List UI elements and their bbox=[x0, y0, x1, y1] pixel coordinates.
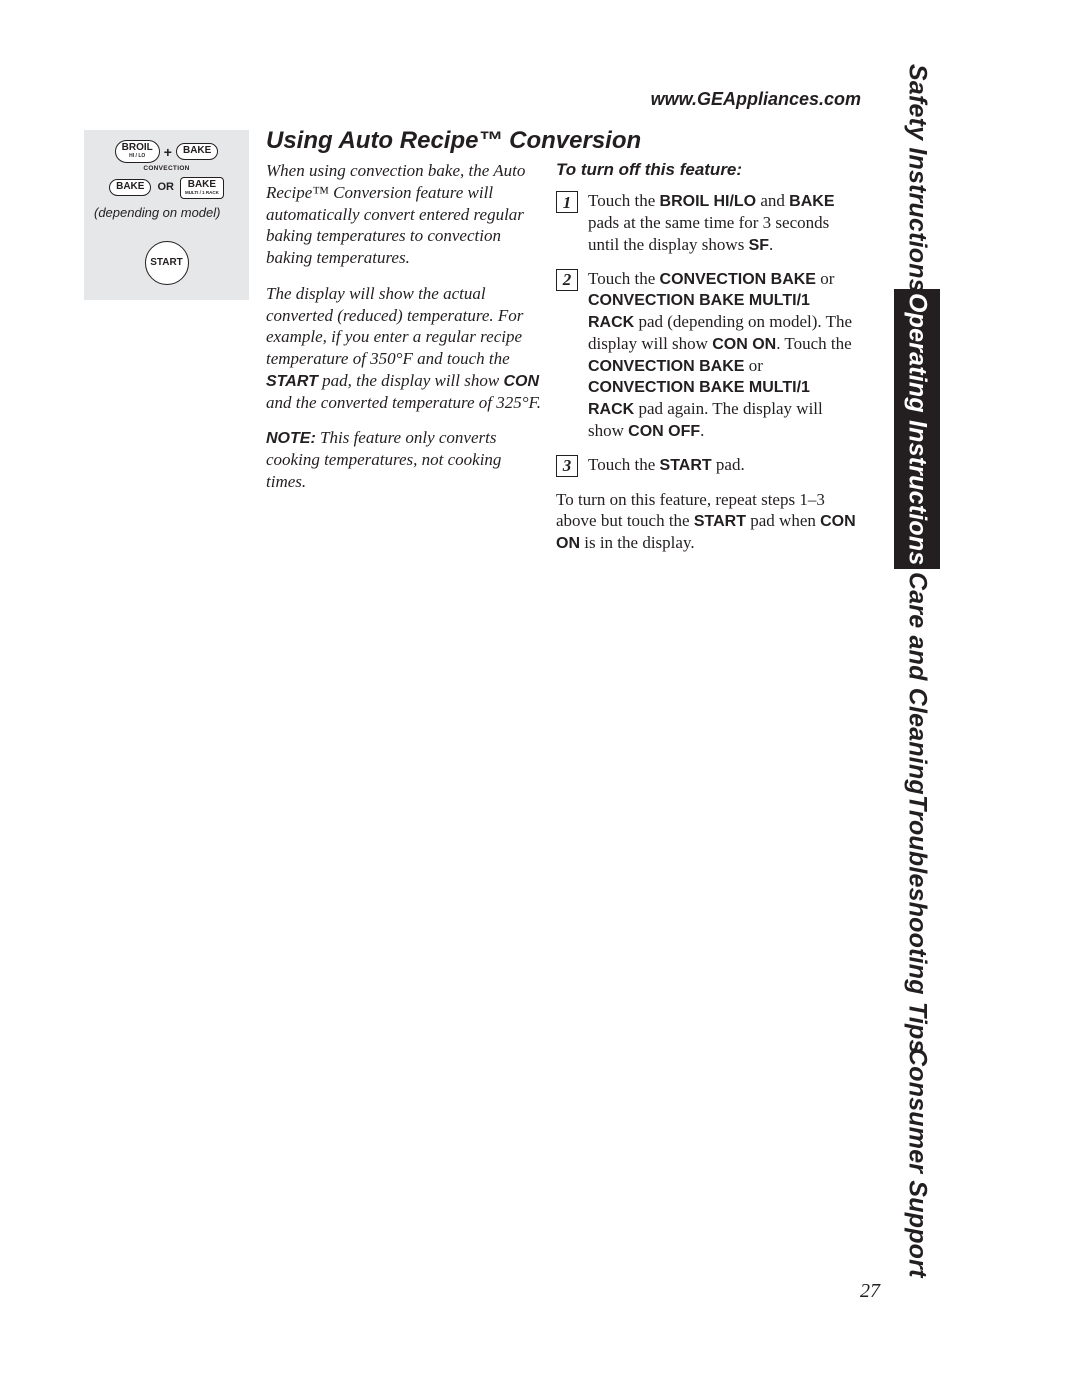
text: Touch the bbox=[588, 455, 660, 474]
left-column: When using convection bake, the Auto Rec… bbox=[266, 160, 541, 507]
section-heading: Using Auto Recipe™ Conversion bbox=[266, 128, 641, 154]
sf-ref: SF bbox=[749, 237, 769, 254]
plus-icon: + bbox=[164, 145, 172, 159]
illus-row-2: BAKE OR BAKE MULTI / 1 RACK bbox=[92, 177, 241, 200]
con-on-ref: CON ON bbox=[712, 336, 776, 353]
conv-bake-multi-label: BAKE bbox=[185, 180, 219, 190]
con-ref: CON bbox=[503, 373, 539, 390]
broil-label: BROIL bbox=[122, 143, 153, 153]
broil-sublabel: HI / LO bbox=[122, 154, 153, 159]
conv-bake-ref-2: CONVECTION BAKE bbox=[588, 358, 744, 375]
con-off-ref: CON OFF bbox=[628, 423, 700, 440]
step-3: 3 Touch the START pad. bbox=[556, 454, 858, 477]
or-label: OR bbox=[157, 182, 174, 193]
tab-troubleshooting: Troubleshooting Tips bbox=[894, 798, 940, 1050]
step-3-text: Touch the START pad. bbox=[588, 454, 858, 477]
text: pad when bbox=[746, 511, 820, 530]
text: The display will show the actual convert… bbox=[266, 284, 523, 368]
step-number-box: 3 bbox=[556, 455, 578, 477]
text: pads at the same time for 3 seconds unti… bbox=[588, 213, 829, 254]
tab-operating: Operating Instructions bbox=[894, 289, 940, 569]
text: . bbox=[700, 421, 704, 440]
depending-on-model: (depending on model) bbox=[92, 206, 241, 219]
tab-label: Operating Instructions bbox=[905, 293, 930, 565]
step-2-text: Touch the CONVECTION BAKE or CONVECTION … bbox=[588, 268, 858, 442]
tab-label: Troubleshooting Tips bbox=[905, 795, 930, 1054]
text: is in the display. bbox=[580, 533, 695, 552]
conv-bake-multi-sublabel: MULTI / 1 RACK bbox=[185, 191, 219, 196]
step-number: 1 bbox=[563, 194, 572, 211]
start-ref-2: START bbox=[694, 513, 746, 530]
step-number: 3 bbox=[563, 457, 572, 474]
step-1-text: Touch the BROIL HI/LO and BAKE pads at t… bbox=[588, 190, 858, 255]
conv-bake-ref: CONVECTION BAKE bbox=[660, 271, 816, 288]
button-illustration: BROIL HI / LO + BAKE CONVECTION BAKE OR … bbox=[84, 130, 249, 300]
page-number: 27 bbox=[860, 1281, 880, 1301]
start-label: START bbox=[150, 258, 183, 268]
conv-bake-button-icon: BAKE bbox=[109, 179, 151, 196]
text: and bbox=[756, 191, 789, 210]
text: and the converted temperature of 325°F. bbox=[266, 393, 541, 412]
tab-care: Care and Cleaning bbox=[894, 569, 940, 798]
closing-paragraph: To turn on this feature, repeat steps 1–… bbox=[556, 489, 858, 554]
tab-label: Safety Instructions bbox=[905, 64, 930, 293]
text: or bbox=[744, 356, 762, 375]
tab-label: Care and Cleaning bbox=[905, 572, 930, 795]
conv-bake-label: BAKE bbox=[116, 182, 144, 192]
step-1: 1 Touch the BROIL HI/LO and BAKE pads at… bbox=[556, 190, 858, 255]
text: pad, the display will show bbox=[318, 371, 504, 390]
broil-button-icon: BROIL HI / LO bbox=[115, 140, 160, 163]
step-number-box: 1 bbox=[556, 191, 578, 213]
tab-safety: Safety Instructions bbox=[894, 67, 940, 289]
intro-paragraph: When using convection bake, the Auto Rec… bbox=[266, 160, 541, 269]
conv-bake-multi-button-icon: BAKE MULTI / 1 RACK bbox=[180, 177, 224, 200]
example-paragraph: The display will show the actual convert… bbox=[266, 283, 541, 414]
text: Touch the bbox=[588, 191, 660, 210]
text: Touch the bbox=[588, 269, 660, 288]
step-number-box: 2 bbox=[556, 269, 578, 291]
start-button-icon: START bbox=[145, 241, 189, 285]
right-column: To turn off this feature: 1 Touch the BR… bbox=[556, 160, 858, 568]
broil-ref: BROIL HI/LO bbox=[660, 193, 757, 210]
start-pad-ref: START bbox=[266, 373, 318, 390]
bake-button-icon: BAKE bbox=[176, 143, 218, 160]
manual-page: www.GEAppliances.com Safety Instructions… bbox=[0, 0, 1080, 1397]
side-tabs: Safety Instructions Operating Instructio… bbox=[894, 67, 940, 1267]
bake-label: BAKE bbox=[183, 146, 211, 156]
step-number: 2 bbox=[563, 271, 572, 288]
text: or bbox=[816, 269, 834, 288]
convection-label: CONVECTION bbox=[92, 166, 241, 173]
note-paragraph: NOTE: This feature only converts cooking… bbox=[266, 427, 541, 492]
header-url: www.GEAppliances.com bbox=[651, 90, 861, 108]
tab-label: Consumer Support bbox=[905, 1048, 930, 1278]
text: . bbox=[769, 235, 773, 254]
start-ref: START bbox=[660, 457, 712, 474]
start-button-wrap: START bbox=[92, 241, 241, 285]
text: pad. bbox=[712, 455, 745, 474]
text: . Touch the bbox=[776, 334, 851, 353]
note-label: NOTE: bbox=[266, 430, 316, 447]
illus-row-1: BROIL HI / LO + BAKE bbox=[92, 140, 241, 163]
tab-consumer: Consumer Support bbox=[894, 1050, 940, 1276]
bake-ref: BAKE bbox=[789, 193, 834, 210]
turn-off-subhead: To turn off this feature: bbox=[556, 160, 858, 180]
step-2: 2 Touch the CONVECTION BAKE or CONVECTIO… bbox=[556, 268, 858, 442]
